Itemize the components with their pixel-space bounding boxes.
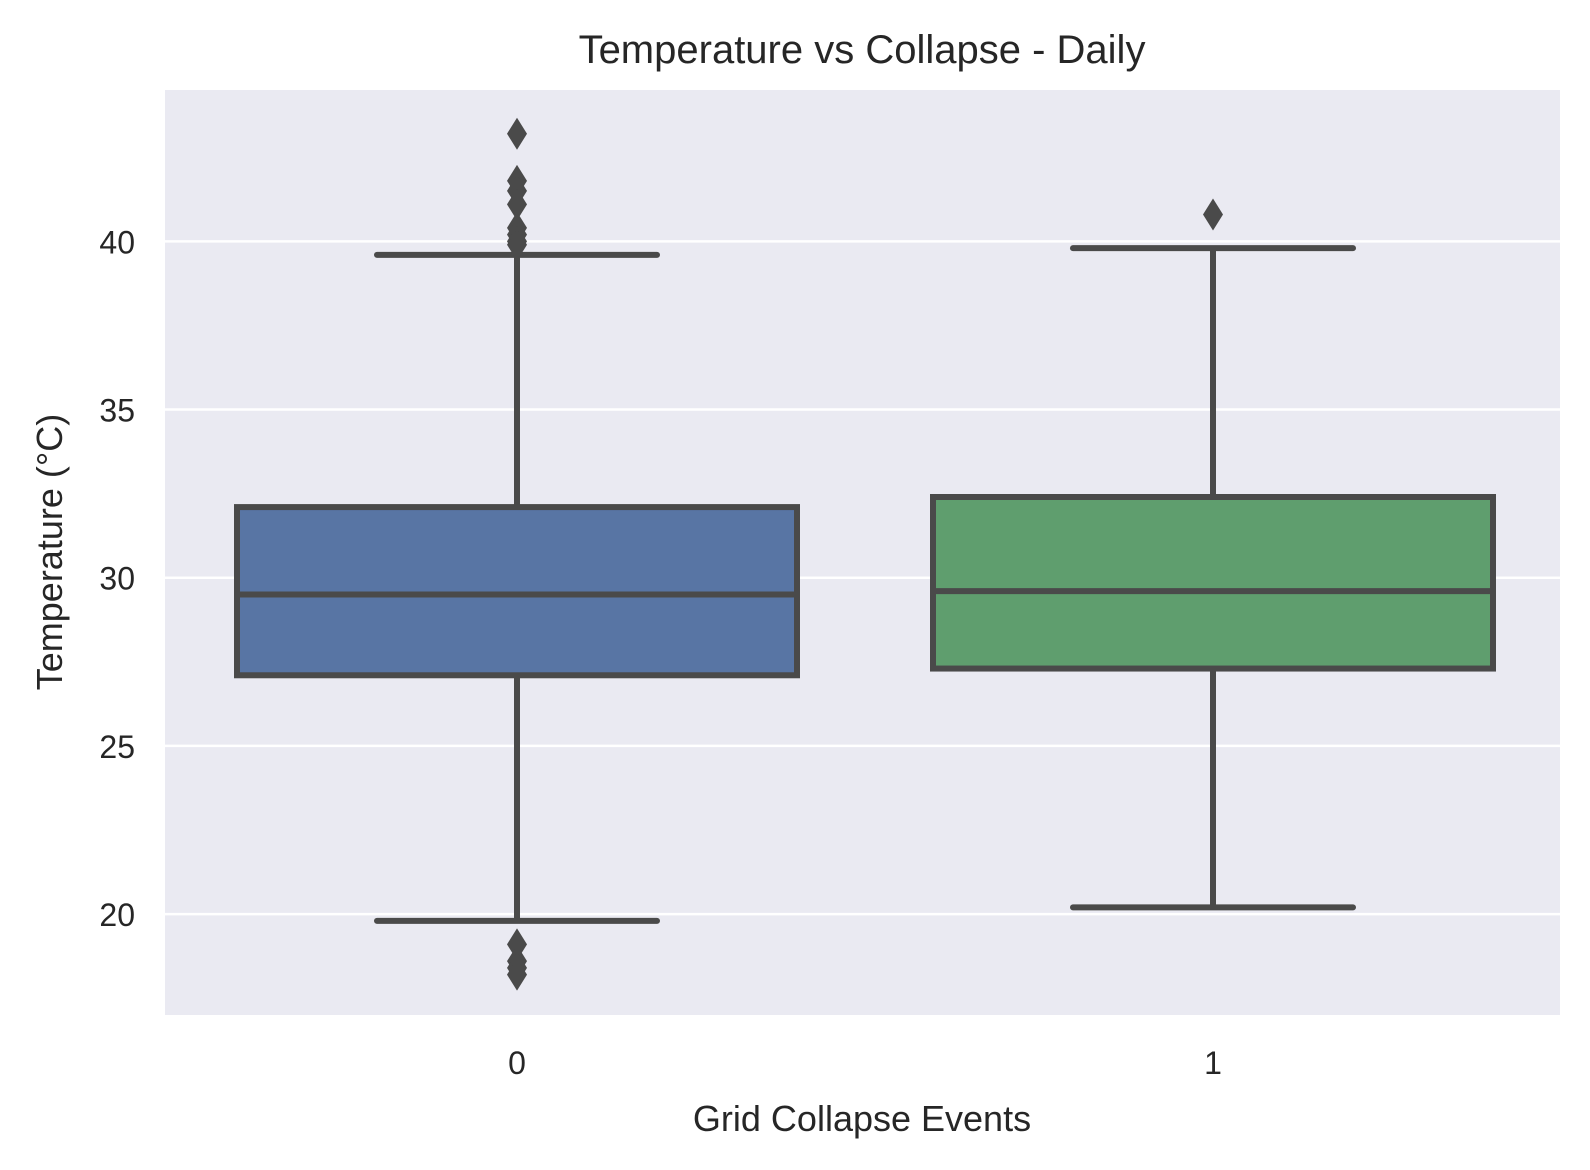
outlier-point — [507, 958, 527, 991]
y-tick-label: 25 — [99, 729, 135, 765]
x-tick-label: 1 — [1204, 1045, 1222, 1081]
boxes — [234, 117, 1496, 991]
outlier-point — [507, 188, 527, 221]
y-axis-label: Temperature (°C) — [29, 414, 70, 690]
tick-labels: 20 25 30 35 40 0 1 — [99, 224, 1221, 1081]
outlier-point — [507, 228, 527, 261]
y-tick-label: 20 — [99, 897, 135, 933]
iqr-box — [234, 504, 800, 679]
y-tick-label: 35 — [99, 393, 135, 429]
x-axis-label: Grid Collapse Events — [693, 1098, 1031, 1139]
iqr-box — [930, 494, 1496, 672]
x-tick-label: 0 — [508, 1045, 526, 1081]
box-group — [930, 198, 1496, 911]
outlier-point — [507, 117, 527, 150]
chart-title: Temperature vs Collapse - Daily — [579, 28, 1146, 72]
outlier-point — [1203, 198, 1223, 231]
outlier-point — [507, 928, 527, 961]
box-group — [234, 117, 800, 991]
y-tick-label: 30 — [99, 561, 135, 597]
y-tick-label: 40 — [99, 224, 135, 260]
